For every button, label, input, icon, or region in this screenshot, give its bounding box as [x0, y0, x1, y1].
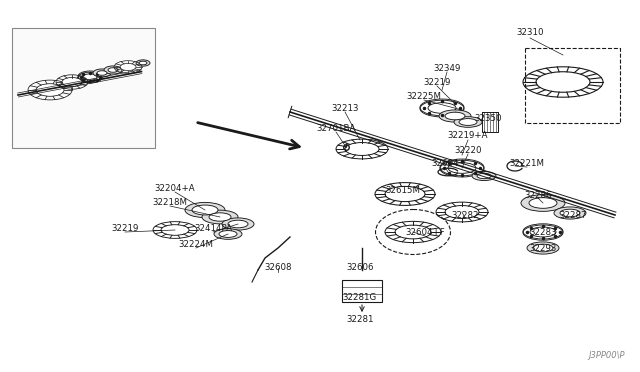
Text: 32213: 32213 — [332, 103, 359, 112]
Bar — [525, 48, 620, 123]
Ellipse shape — [533, 244, 553, 252]
Ellipse shape — [93, 69, 111, 77]
Ellipse shape — [527, 242, 559, 254]
Text: 32219+A: 32219+A — [448, 131, 488, 140]
Text: 32282: 32282 — [451, 211, 479, 219]
Text: 32615M: 32615M — [385, 186, 420, 195]
Ellipse shape — [83, 74, 97, 80]
Text: 32218M: 32218M — [152, 198, 188, 206]
Ellipse shape — [345, 142, 379, 155]
Ellipse shape — [445, 112, 465, 120]
Text: 32349: 32349 — [433, 64, 461, 73]
Text: 32293: 32293 — [529, 244, 557, 253]
Text: 32281: 32281 — [346, 315, 374, 324]
Ellipse shape — [192, 205, 218, 215]
Ellipse shape — [209, 213, 231, 221]
Text: 32221M: 32221M — [509, 158, 545, 167]
Text: 32414PA: 32414PA — [194, 224, 232, 232]
Text: 32219: 32219 — [423, 77, 451, 87]
Text: 32220: 32220 — [454, 145, 482, 154]
Ellipse shape — [428, 103, 456, 113]
Ellipse shape — [108, 68, 118, 72]
Text: 32286: 32286 — [524, 190, 552, 199]
Ellipse shape — [521, 195, 565, 211]
Text: 32287: 32287 — [559, 211, 587, 219]
Text: 32225M: 32225M — [406, 92, 442, 100]
Ellipse shape — [36, 84, 64, 96]
Text: 32604+F: 32604+F — [405, 228, 445, 237]
Ellipse shape — [385, 186, 425, 202]
Ellipse shape — [136, 60, 150, 66]
Ellipse shape — [104, 66, 122, 74]
Ellipse shape — [439, 110, 471, 122]
Ellipse shape — [554, 207, 586, 219]
Ellipse shape — [202, 210, 238, 224]
Ellipse shape — [395, 225, 431, 239]
Ellipse shape — [536, 72, 590, 92]
Ellipse shape — [472, 171, 496, 180]
Ellipse shape — [477, 173, 491, 179]
Ellipse shape — [228, 220, 248, 228]
Ellipse shape — [530, 227, 556, 237]
Text: 32281G: 32281G — [343, 294, 377, 302]
Ellipse shape — [214, 229, 242, 239]
Ellipse shape — [120, 63, 136, 71]
Ellipse shape — [97, 71, 107, 75]
Text: 32310: 32310 — [516, 28, 544, 36]
Ellipse shape — [459, 119, 477, 125]
Text: 32604: 32604 — [431, 158, 459, 167]
Text: 32608: 32608 — [264, 263, 292, 273]
Text: 32204+A: 32204+A — [155, 183, 195, 192]
Ellipse shape — [139, 61, 147, 65]
Ellipse shape — [560, 209, 580, 217]
Ellipse shape — [529, 198, 557, 208]
Text: 32701BA: 32701BA — [316, 124, 356, 132]
Text: 32224M: 32224M — [179, 240, 214, 248]
Text: 32350: 32350 — [474, 113, 502, 122]
Text: J3PP00\P: J3PP00\P — [589, 350, 625, 359]
Ellipse shape — [62, 77, 82, 87]
Bar — [342, 280, 382, 302]
Text: 32606: 32606 — [346, 263, 374, 273]
Text: 32219: 32219 — [111, 224, 139, 232]
Bar — [12, 28, 155, 148]
Ellipse shape — [454, 117, 482, 127]
Ellipse shape — [219, 231, 237, 237]
Text: 32283: 32283 — [529, 228, 557, 237]
Ellipse shape — [448, 163, 476, 173]
Ellipse shape — [185, 202, 225, 218]
Ellipse shape — [222, 218, 254, 230]
Ellipse shape — [161, 225, 189, 235]
Ellipse shape — [445, 206, 479, 218]
